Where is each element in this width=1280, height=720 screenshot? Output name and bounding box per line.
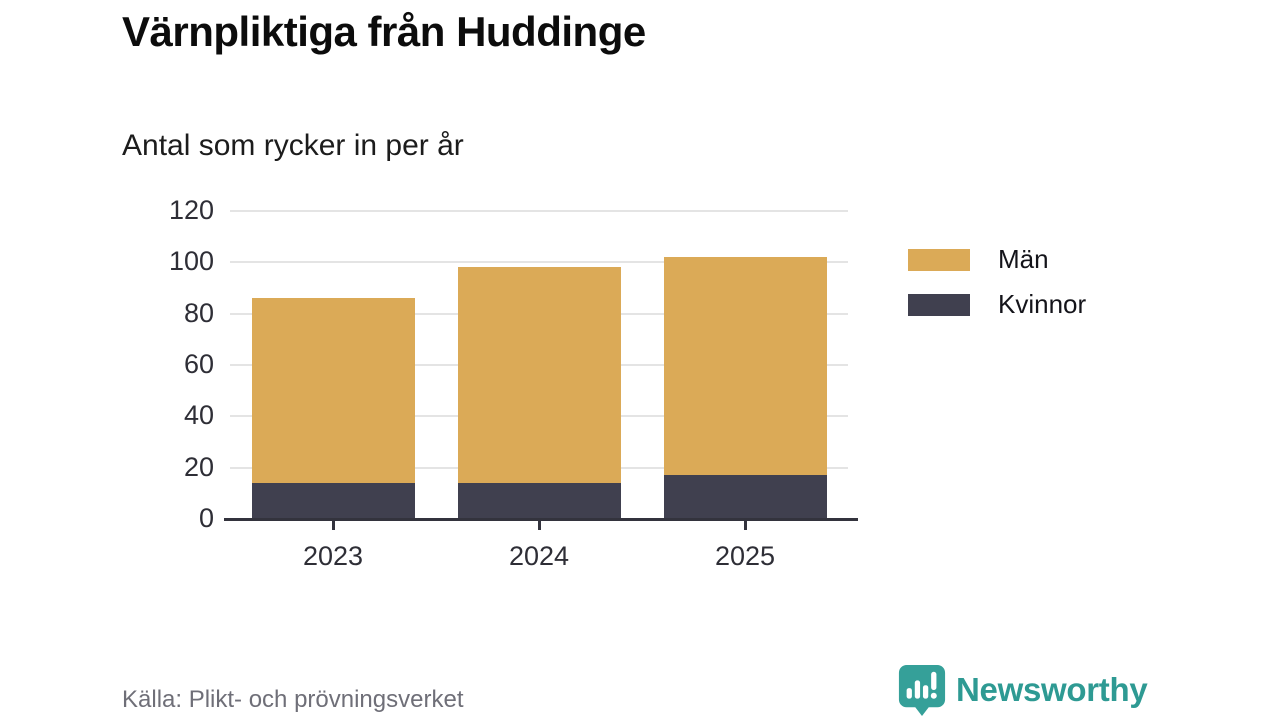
x-axis-label-2023: 2023 bbox=[302, 541, 364, 571]
x-axis-line bbox=[224, 518, 858, 521]
gridline-120 bbox=[230, 210, 848, 212]
y-axis-label-20: 20 bbox=[183, 451, 214, 482]
y-axis-label-40: 40 bbox=[183, 400, 214, 431]
x-tick-2023 bbox=[331, 521, 335, 530]
y-axis-label-60: 60 bbox=[183, 349, 214, 379]
brand-footer: Newsworthy bbox=[897, 663, 1148, 717]
bar-2024 bbox=[457, 267, 621, 519]
source-note: Källa: Plikt- och prövningsverket bbox=[122, 686, 464, 713]
page-title: Värnpliktiga från Huddinge bbox=[122, 8, 646, 55]
bar-segment-2025-män bbox=[663, 257, 827, 476]
plot-area bbox=[230, 210, 848, 519]
bar-segment-2023-män bbox=[251, 298, 415, 484]
legend-item-men: Män bbox=[908, 244, 1086, 275]
x-axis-label-2024: 2024 bbox=[508, 541, 570, 571]
gridline-100 bbox=[230, 261, 848, 264]
y-axis-label-0: 0 bbox=[198, 503, 214, 533]
bar-2025 bbox=[663, 257, 827, 519]
bar-segment-2025-kvinnor bbox=[663, 475, 827, 519]
women-color-swatch bbox=[908, 293, 970, 316]
newsworthy-logo-icon bbox=[897, 663, 947, 717]
x-tick-2025 bbox=[743, 521, 747, 530]
men-color-swatch bbox=[908, 248, 970, 271]
brand-name: Newsworthy bbox=[956, 671, 1148, 708]
bar-segment-2024-kvinnor bbox=[457, 483, 621, 519]
y-axis-label-120: 120 bbox=[168, 195, 214, 225]
x-tick-2024 bbox=[537, 521, 541, 530]
legend-label-women: Kvinnor bbox=[998, 289, 1087, 319]
bar-segment-2023-kvinnor bbox=[251, 483, 415, 519]
y-axis-label-100: 100 bbox=[168, 246, 214, 277]
bar-2023 bbox=[251, 298, 415, 519]
legend-item-women: Kvinnor bbox=[908, 289, 1086, 320]
chart-legend: Män Kvinnor bbox=[908, 244, 1086, 320]
y-axis-label-80: 80 bbox=[183, 297, 214, 328]
chart-subtitle: Antal som rycker in per år bbox=[122, 129, 464, 162]
x-axis-label-2025: 2025 bbox=[714, 541, 776, 571]
bar-segment-2024-män bbox=[457, 267, 621, 484]
legend-label-men: Män bbox=[998, 244, 1049, 274]
